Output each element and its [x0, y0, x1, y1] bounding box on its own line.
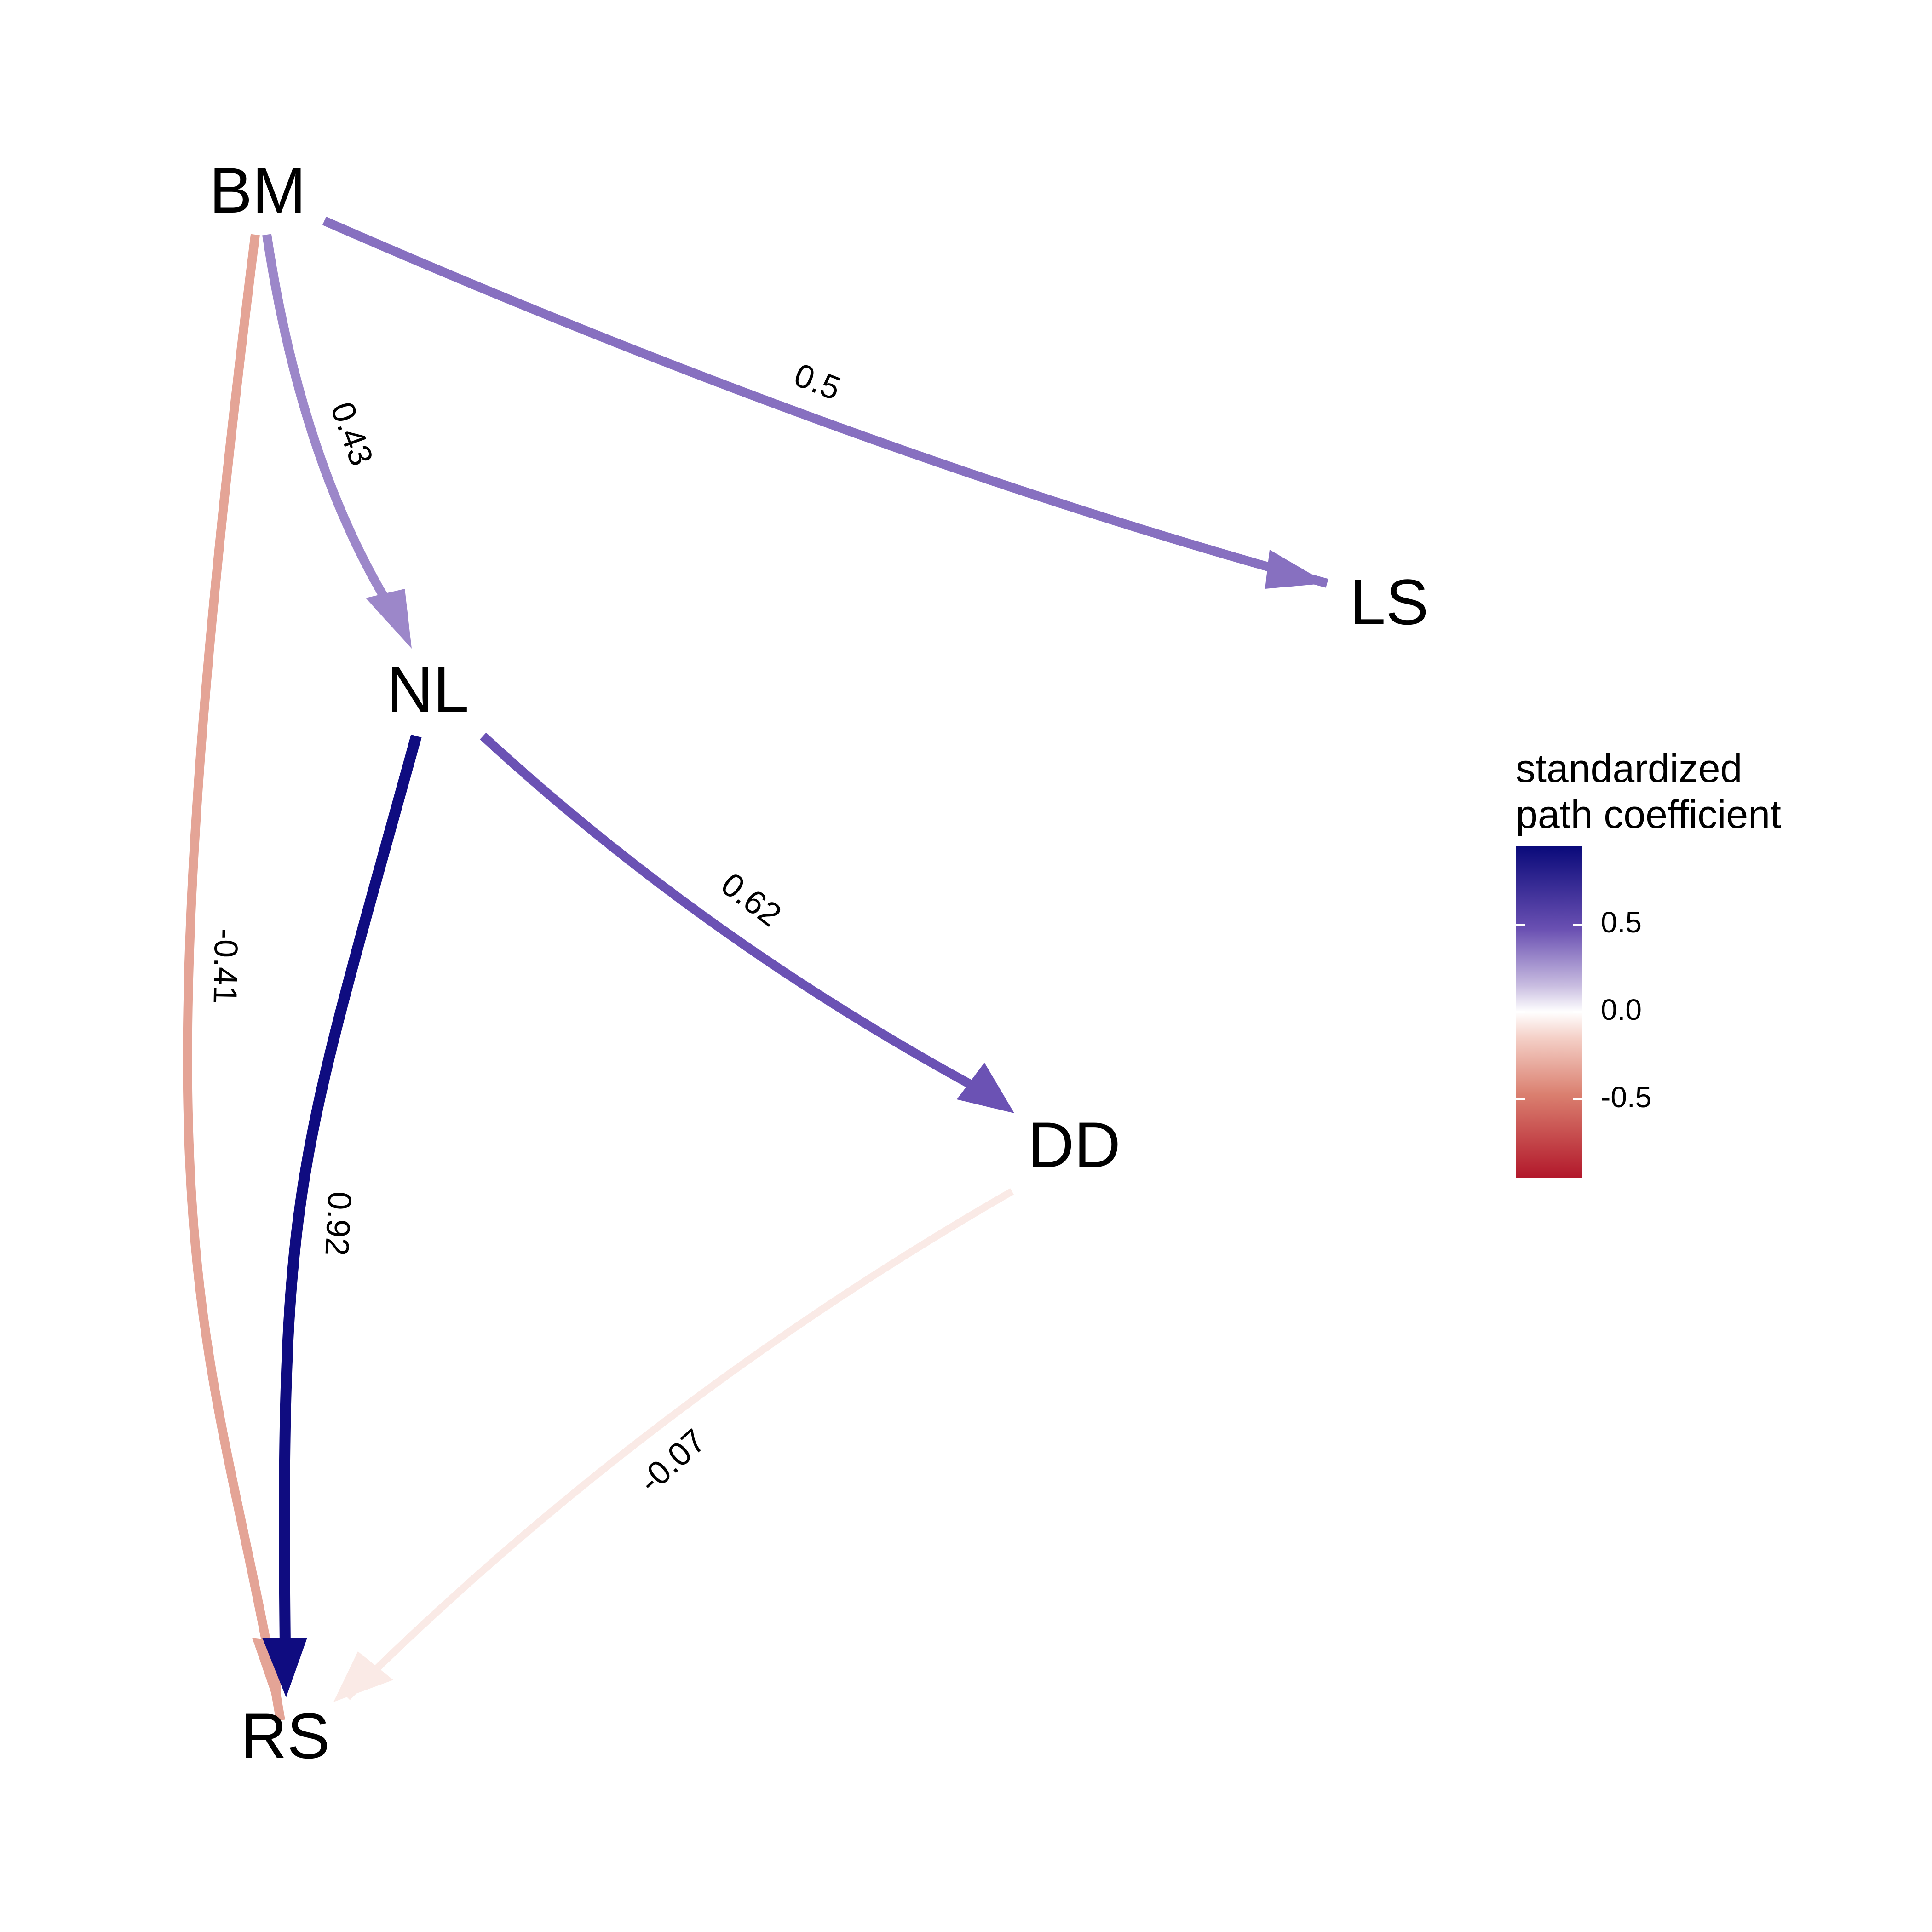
edge-line [345, 1188, 1014, 1700]
edge-label: 0.43 [323, 397, 380, 471]
arrowhead [957, 1063, 1014, 1113]
edge-bm-ls: 0.5 [322, 216, 1328, 589]
edge-bm-rs: -0.41 [183, 234, 285, 1721]
edge-nl-rs: 0.92 [262, 734, 422, 1697]
edge-line [480, 732, 1000, 1104]
legend-tick-label: 0.5 [1601, 906, 1642, 939]
node-bm: BM [209, 154, 306, 226]
legend-colorbar [1516, 846, 1582, 1178]
edge-bm-nl: 0.43 [262, 234, 412, 649]
legend-title-line1: standardized [1516, 747, 1742, 791]
edge-line [322, 216, 1328, 588]
legend-tick-label: -0.5 [1601, 1081, 1651, 1114]
edge-line [279, 734, 422, 1647]
edge-label: 0.92 [318, 1190, 358, 1257]
edge-label: 0.62 [714, 866, 788, 934]
arrowhead [1265, 550, 1327, 589]
edge-label: 0.5 [789, 356, 845, 408]
arrowhead [334, 1651, 393, 1702]
edge-nl-dd: 0.62 [480, 732, 1014, 1113]
edge-line [262, 234, 409, 633]
edge-dd-rs: -0.07 [334, 1188, 1014, 1702]
node-ls: LS [1350, 566, 1428, 638]
node-rs: RS [241, 1700, 330, 1772]
edge-label: -0.41 [207, 928, 245, 1004]
arrowhead [262, 1638, 307, 1697]
arrowhead [366, 589, 412, 649]
legend-title-line2: path coefficient [1516, 793, 1781, 837]
node-nl: NL [387, 653, 469, 725]
legend-tick-label: 0.0 [1601, 993, 1642, 1026]
node-dd: DD [1028, 1109, 1121, 1181]
edge-line [183, 234, 285, 1721]
color-legend: standardized path coefficient 0.5 0.0 -0… [1516, 747, 1781, 1178]
